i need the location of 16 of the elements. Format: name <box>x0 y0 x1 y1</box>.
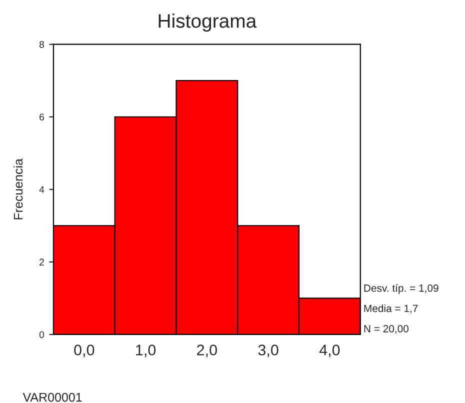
x-tick-label: 3,0 <box>258 344 278 358</box>
y-tick-label: 8 <box>39 41 44 48</box>
x-tick-label: 1,0 <box>136 344 156 358</box>
y-tick-label: 6 <box>40 114 44 120</box>
x-tick-label: 2,0 <box>197 344 217 358</box>
y-tick-label: 0 <box>39 331 44 338</box>
x-tick-label: 4,0 <box>319 344 340 358</box>
chart-title: Histograma <box>158 14 257 32</box>
text: N = 20,00 <box>364 325 408 334</box>
y-tick-label: 4 <box>39 186 44 193</box>
text: Media = 1,7 <box>364 304 418 314</box>
y-tick-label: 2 <box>40 258 44 266</box>
x-tick-label: 0,0 <box>74 344 94 358</box>
text: Desv. típ. = 1,09 <box>364 284 438 294</box>
y-axis-title: Frecuencia <box>14 158 23 220</box>
x-axis-title: VAR00001 <box>22 392 82 402</box>
